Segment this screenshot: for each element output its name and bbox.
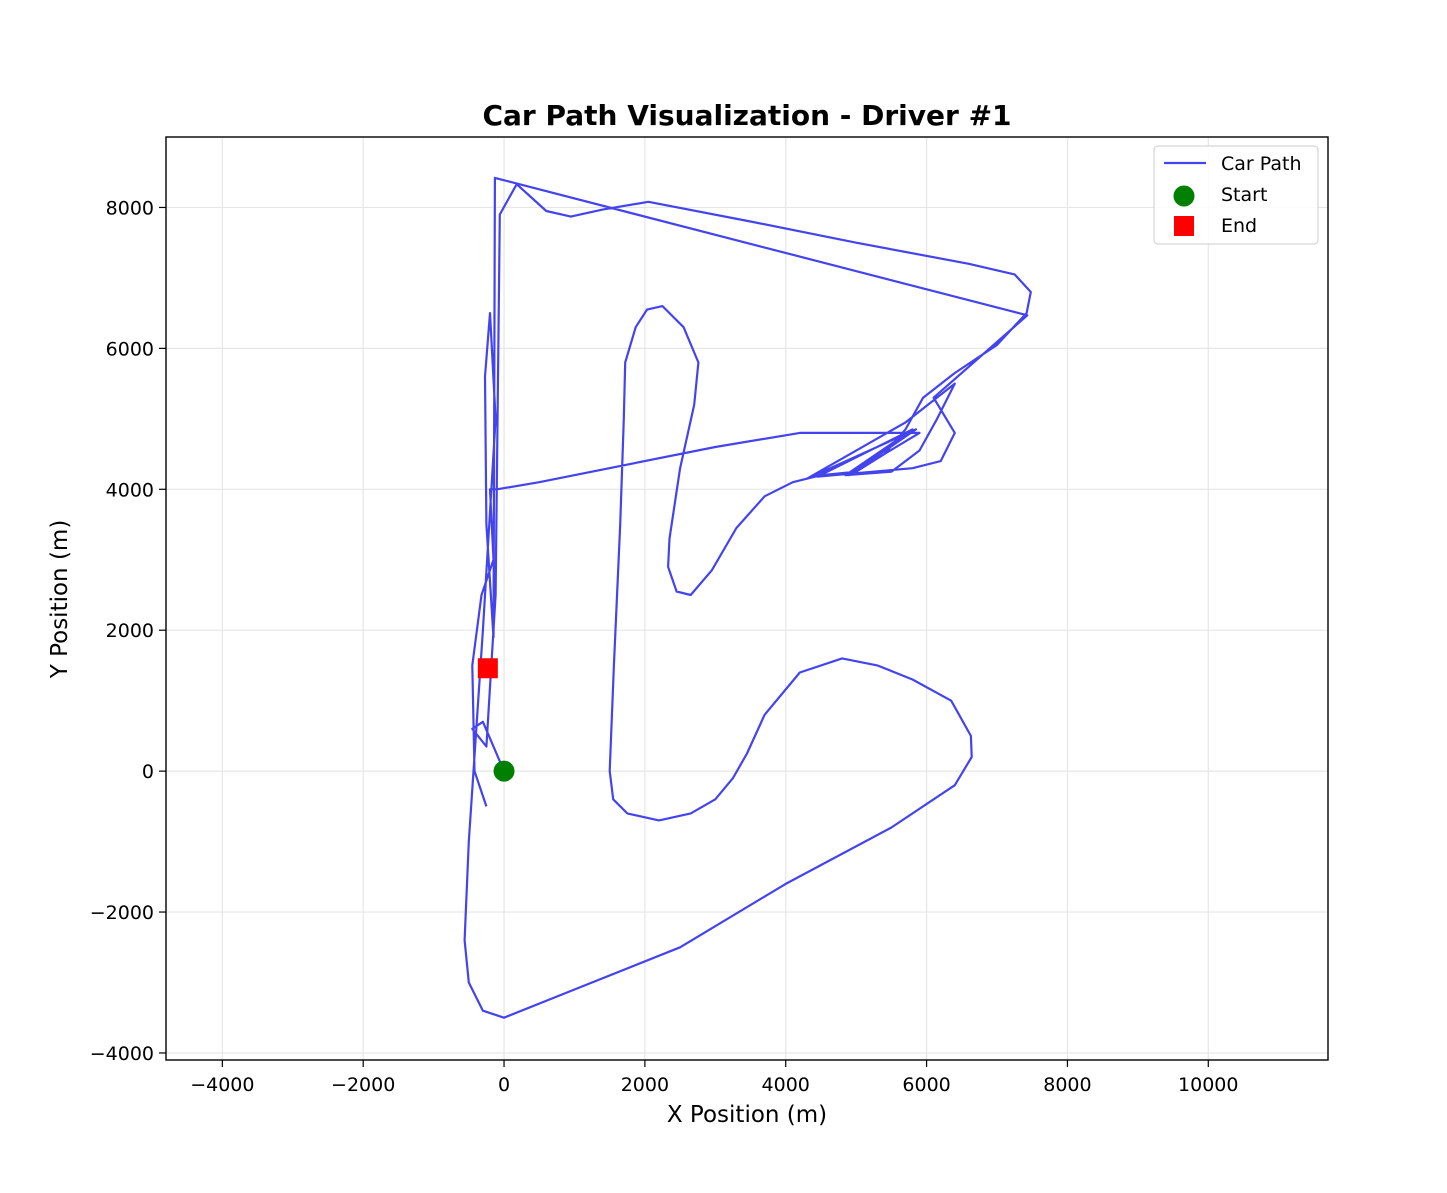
plot-frame [165,136,1329,1061]
x-tick-label: 6000 [902,1074,950,1096]
y-tick-label: 2000 [106,620,154,642]
end-marker [477,658,498,679]
y-axis-ticks: −4000 −2000 0 2000 4000 6000 8000 [90,197,166,1065]
y-tick-label: −4000 [90,1043,154,1065]
grid [166,137,1328,1060]
legend: Car Path Start End [1153,145,1319,245]
x-tick-label: 0 [498,1074,510,1096]
y-tick-label: 0 [142,761,154,783]
y-tick-label: −2000 [90,902,154,924]
car-path-line [463,176,1032,1019]
x-tick-label: 10000 [1178,1074,1238,1096]
legend-start-label: Start [1221,184,1267,206]
x-axis-ticks: −4000 −2000 0 2000 4000 6000 8000 10000 [190,1060,1239,1096]
legend-box [1153,145,1319,245]
y-axis-label: Y Position (m) [47,520,73,680]
legend-car-path-label: Car Path [1221,153,1302,175]
legend-end-swatch [1174,216,1194,236]
start-marker [493,760,515,782]
x-tick-label: 2000 [621,1074,669,1096]
x-axis-label: X Position (m) [667,1102,827,1128]
x-tick-label: −2000 [331,1074,395,1096]
y-tick-label: 6000 [106,338,154,360]
legend-end-label: End [1221,215,1257,237]
y-tick-label: 8000 [106,197,154,219]
x-tick-label: 8000 [1043,1074,1091,1096]
plot-area [463,176,1032,1019]
legend-start-swatch [1173,185,1195,207]
x-tick-label: 4000 [762,1074,810,1096]
x-tick-label: −4000 [190,1074,254,1096]
y-tick-label: 4000 [106,479,154,501]
chart-title: Car Path Visualization - Driver #1 [482,99,1011,132]
